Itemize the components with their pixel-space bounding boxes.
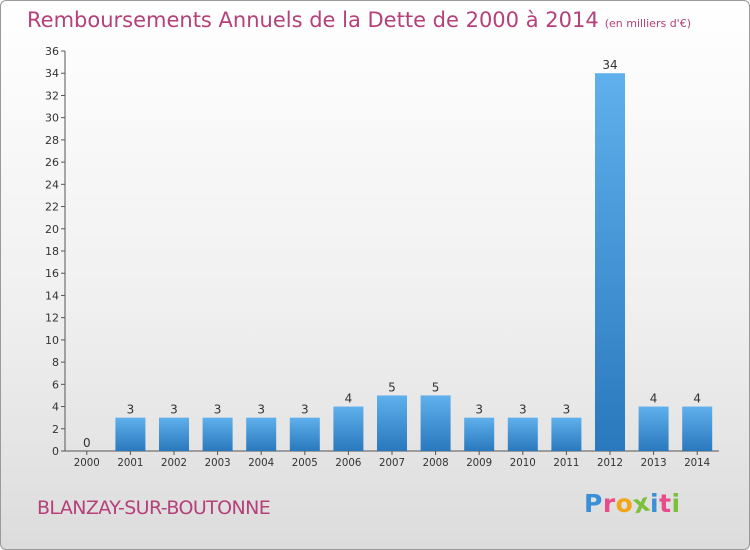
data-label: 34 (602, 58, 617, 72)
y-tick-label: 18 (45, 245, 59, 258)
bar (551, 417, 582, 451)
y-tick-label: 16 (45, 267, 59, 280)
commune-name: BLANZAY-SUR-BOUTONNE (37, 497, 271, 519)
chart-title-text: Remboursements Annuels de la Dette de 20… (27, 8, 599, 32)
y-tick-label: 0 (52, 445, 59, 458)
x-tick-label: 2003 (205, 456, 231, 469)
logo-letter: P (584, 489, 603, 518)
x-tick-label: 2007 (379, 456, 405, 469)
data-label: 4 (345, 392, 353, 406)
data-label: 3 (214, 403, 222, 417)
data-label: 4 (693, 392, 701, 406)
x-axis: 2000 2001 2002 2003 2004 2005 2006 2007 2008 2009… (65, 450, 719, 469)
x-tick-label: 2006 (335, 456, 361, 469)
bar (420, 395, 451, 451)
data-label: 3 (301, 403, 309, 417)
x-tick-label: 2004 (248, 456, 274, 469)
y-tick-label: 8 (52, 356, 59, 369)
bar (115, 417, 146, 451)
y-tick-label: 14 (45, 289, 59, 302)
y-tick-label: 30 (45, 112, 59, 125)
bar (507, 417, 538, 451)
bar (682, 406, 713, 451)
data-label: 3 (127, 403, 135, 417)
y-tick-label: 36 (45, 45, 59, 58)
data-label: 3 (519, 403, 527, 417)
y-tick-label: 2 (52, 423, 59, 436)
y-tick-label: 6 (52, 378, 59, 391)
y-tick-label: 28 (45, 134, 59, 147)
x-tick-label: 2000 (74, 456, 100, 469)
y-tick-label: 12 (45, 312, 59, 325)
logo-letter: i (671, 489, 681, 518)
bar (246, 417, 277, 451)
x-tick-label: 2013 (641, 456, 667, 469)
bar (159, 417, 189, 451)
x-tick-label: 2009 (466, 456, 492, 469)
x-tick-label: 2011 (553, 456, 579, 469)
logo-letter: o (615, 489, 634, 518)
y-tick-label: 20 (45, 223, 59, 236)
logo-letter: r (602, 489, 616, 518)
y-tick-label: 34 (45, 67, 59, 80)
data-label: 0 (83, 436, 91, 450)
y-tick-label: 4 (52, 401, 59, 414)
chart-title: Remboursements Annuels de la Dette de 20… (27, 8, 691, 32)
logo-letter: t (659, 489, 672, 518)
x-tick-label: 2001 (117, 456, 143, 469)
y-tick-label: 22 (45, 201, 59, 214)
bar (289, 417, 320, 451)
bar (333, 406, 364, 451)
logo-letter: i (650, 489, 660, 518)
y-tick-label: 26 (45, 156, 59, 169)
bar (595, 73, 625, 451)
x-tick-label: 2010 (510, 456, 536, 469)
data-label: 4 (650, 392, 658, 406)
bar (377, 395, 407, 451)
data-label: 3 (475, 403, 483, 417)
data-label: 5 (432, 380, 440, 394)
data-label: 3 (257, 403, 265, 417)
x-tick-label: 2002 (161, 456, 187, 469)
bar (202, 417, 233, 451)
chart-unit: (en milliers d'€) (604, 17, 691, 30)
data-label: 3 (170, 403, 178, 417)
x-tick-label: 2008 (423, 456, 449, 469)
x-tick-label: 2014 (684, 456, 710, 469)
x-tick-label: 2005 (292, 456, 318, 469)
y-tick-label: 24 (45, 178, 59, 191)
y-tick-label: 32 (45, 89, 59, 102)
data-label: 3 (563, 403, 571, 417)
data-label: 5 (388, 380, 396, 394)
bar (464, 417, 495, 451)
bar (638, 406, 669, 451)
x-tick-label: 2012 (597, 456, 623, 469)
y-tick-label: 10 (45, 334, 59, 347)
proxiti-logo: Proxiti (584, 488, 681, 520)
